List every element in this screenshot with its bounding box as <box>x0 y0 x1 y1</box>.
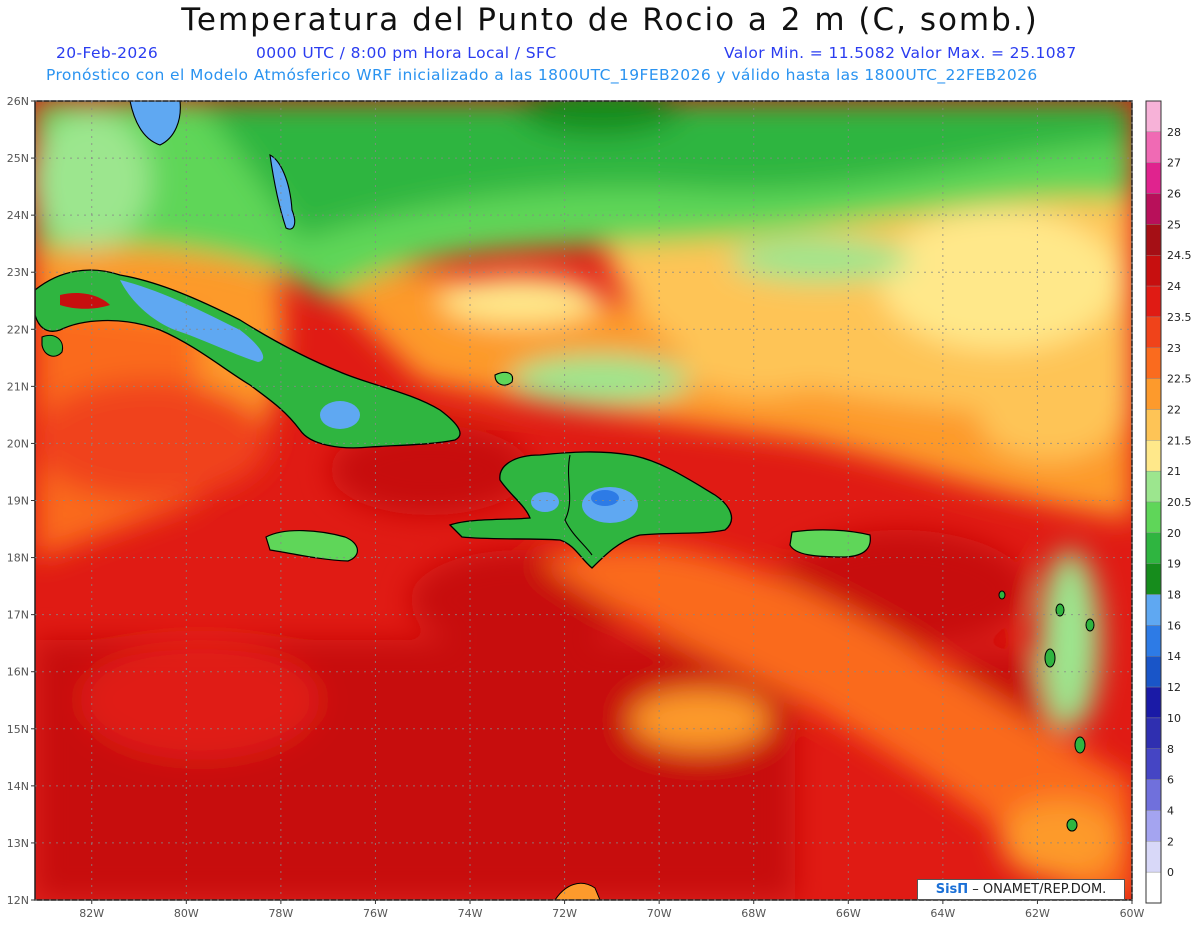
lon-label: 80W <box>174 907 199 920</box>
legend-swatch <box>1145 100 1162 133</box>
lat-label: 18N <box>7 552 29 565</box>
legend-label: 24 <box>1167 280 1181 293</box>
legend-swatch <box>1145 255 1162 287</box>
lon-label: 74W <box>458 907 483 920</box>
legend-swatch <box>1145 594 1162 626</box>
legend-label: 4 <box>1167 804 1174 817</box>
legend-swatch <box>1145 563 1162 595</box>
legend-swatch <box>1145 501 1162 534</box>
lat-label: 14N <box>7 780 29 793</box>
dewpoint-field <box>35 101 1132 900</box>
graticule <box>35 100 1133 901</box>
legend-swatch <box>1145 656 1162 688</box>
legend-swatch <box>1145 285 1162 318</box>
legend-label: 16 <box>1167 619 1181 632</box>
legend-label: 21 <box>1167 465 1181 478</box>
lat-label: 24N <box>7 209 29 222</box>
color-legend: 2827262524.52423.52322.52221.52120.52019… <box>1145 100 1192 904</box>
legend-swatch <box>1145 717 1162 749</box>
legend-label: 26 <box>1167 188 1181 201</box>
lon-label: 70W <box>647 907 672 920</box>
legend-label: 27 <box>1167 157 1181 170</box>
legend-label: 23.5 <box>1167 311 1192 324</box>
legend-swatch <box>1145 748 1162 780</box>
legend-label: 23 <box>1167 342 1181 355</box>
legend-swatch <box>1145 347 1162 379</box>
legend-label: 10 <box>1167 712 1181 725</box>
lat-label: 13N <box>7 837 29 850</box>
legend-swatch <box>1145 378 1162 410</box>
latitude-labels: 26N 25N 24N 23N 22N 21N 20N 19N 18N 17N 16N 15N 14N 1… <box>7 95 35 907</box>
lon-label: 66W <box>836 907 861 920</box>
credit-box: SisΠ – ONAMET/REP.DOM. <box>917 879 1125 900</box>
legend-label: 28 <box>1167 126 1181 139</box>
lon-label: 64W <box>930 907 955 920</box>
lon-label: 72W <box>552 907 577 920</box>
legend-swatch <box>1145 440 1162 472</box>
lat-label: 17N <box>7 609 29 622</box>
map-title: Temperatura del Punto de Rocio a 2 m (C,… <box>181 2 1039 38</box>
legend-label: 0 <box>1167 866 1174 879</box>
legend-label: 22 <box>1167 403 1181 416</box>
lat-label: 12N <box>7 894 29 907</box>
legend-label: 24.5 <box>1167 249 1192 262</box>
legend-swatch <box>1145 131 1162 163</box>
lon-label: 78W <box>268 907 293 920</box>
legend-swatch <box>1145 779 1162 811</box>
legend-swatch <box>1145 316 1162 348</box>
legend-swatch <box>1145 871 1162 904</box>
lat-label: 26N <box>7 95 29 108</box>
legend-label: 22.5 <box>1167 373 1192 386</box>
legend-frame <box>1145 100 1162 904</box>
lon-label: 82W <box>79 907 104 920</box>
legend-swatch <box>1145 686 1162 719</box>
lon-label: 68W <box>741 907 766 920</box>
credit-org: – ONAMET/REP.DOM. <box>968 882 1107 897</box>
legend-label: 8 <box>1167 743 1174 756</box>
legend-swatch <box>1145 162 1162 194</box>
sistpi-logo: SisΠ <box>935 882 969 897</box>
value-range: Valor Min. = 11.5082 Valor Max. = 25.108… <box>724 44 1077 62</box>
model-info: Pronóstico con el Modelo Atmósferico WRF… <box>46 66 1038 84</box>
legend-label: 25 <box>1167 218 1181 231</box>
legend-label: 2 <box>1167 835 1174 848</box>
lat-label: 23N <box>7 266 29 279</box>
legend-swatch <box>1145 810 1162 842</box>
lat-label: 15N <box>7 723 29 736</box>
legend-label: 20.5 <box>1167 496 1192 509</box>
lon-label: 76W <box>363 907 388 920</box>
lat-label: 19N <box>7 495 29 508</box>
lat-label: 21N <box>7 380 29 393</box>
forecast-time: 0000 UTC / 8:00 pm Hora Local / SFC <box>256 44 557 62</box>
forecast-date: 20-Feb-2026 <box>56 44 159 62</box>
longitude-labels: 82W 80W 78W 76W 74W 72W 70W 68W 66W 64W 62W 60W <box>79 900 1145 920</box>
legend-swatch <box>1145 532 1162 564</box>
legend-label: 14 <box>1167 650 1181 663</box>
lat-label: 25N <box>7 152 29 165</box>
legend-swatch <box>1145 470 1162 503</box>
legend-label: 18 <box>1167 589 1181 602</box>
legend-swatch <box>1145 841 1162 873</box>
legend-label: 21.5 <box>1167 434 1192 447</box>
lon-label: 60W <box>1120 907 1145 920</box>
legend-label: 12 <box>1167 681 1181 694</box>
legend-swatch <box>1145 625 1162 657</box>
lat-label: 20N <box>7 437 29 450</box>
legend-swatch <box>1145 193 1162 225</box>
lon-label: 62W <box>1025 907 1050 920</box>
legend-label: 19 <box>1167 558 1181 571</box>
legend-label: 20 <box>1167 527 1181 540</box>
legend-swatch <box>1145 409 1162 441</box>
lat-label: 22N <box>7 323 29 336</box>
legend-swatch <box>1145 224 1162 256</box>
lat-label: 16N <box>7 666 29 679</box>
legend-label: 6 <box>1167 774 1174 787</box>
